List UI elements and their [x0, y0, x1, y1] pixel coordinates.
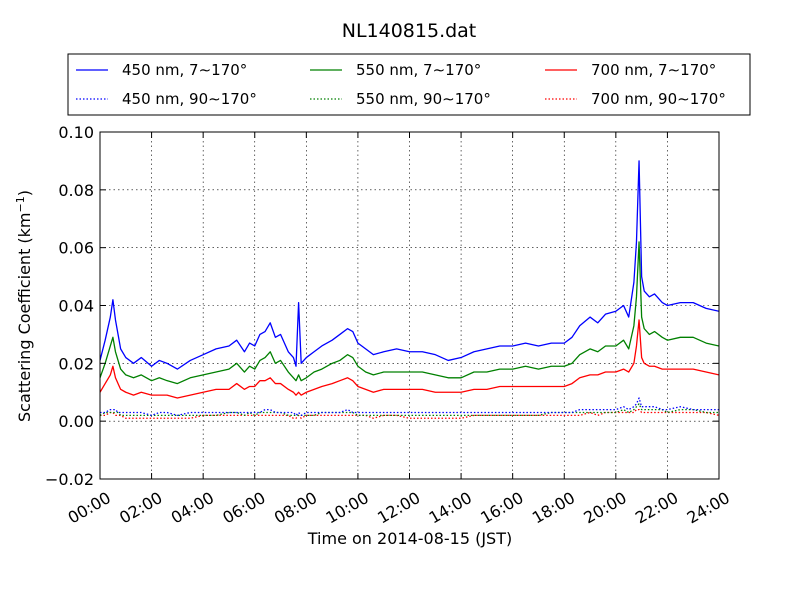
legend-label: 700 nm, 7∼170° [591, 61, 716, 79]
series-line [100, 241, 719, 385]
chart-title: NL140815.dat [342, 20, 477, 42]
legend-label: 550 nm, 90∼170° [356, 90, 491, 108]
y-tick-label: −0.02 [45, 470, 94, 489]
x-axis-label: Time on 2014-08-15 (JST) [307, 529, 512, 548]
legend-label: 700 nm, 90∼170° [591, 90, 726, 108]
y-tick-label: 0.10 [58, 123, 94, 142]
y-tick-labels: −0.02 0.00 0.02 0.04 0.06 0.08 0.10 [45, 123, 94, 489]
y-axis-label-suffix: ) [15, 190, 34, 196]
y-tick-label: 0.00 [58, 412, 94, 431]
legend-label: 550 nm, 7∼170° [356, 61, 481, 79]
series-layer [100, 160, 719, 419]
legend: 450 nm, 7∼170° 550 nm, 7∼170° 700 nm, 7∼17… [67, 53, 751, 116]
y-tick-label: 0.02 [58, 354, 94, 373]
y-tick-label: 0.08 [58, 181, 94, 200]
y-tick-label: 0.06 [58, 239, 94, 258]
legend-box [67, 53, 751, 116]
grid [100, 132, 719, 479]
legend-label: 450 nm, 90∼170° [122, 90, 257, 108]
series-line [100, 408, 719, 419]
y-axis-label: Scattering Coefficient (km−1) [14, 190, 34, 422]
y-axis-label-main: Scattering Coefficient (km [15, 212, 34, 422]
axis-ticks [99, 131, 720, 480]
y-axis-label-exponent: −1 [14, 196, 27, 212]
legend-items: 450 nm, 7∼170° 550 nm, 7∼170° 700 nm, 7∼17… [76, 61, 726, 108]
y-tick-label: 0.04 [58, 297, 94, 316]
series-line [100, 319, 719, 399]
series-line [100, 403, 719, 417]
series-line [100, 397, 719, 417]
series-line [100, 160, 719, 370]
legend-label: 450 nm, 7∼170° [122, 61, 247, 79]
